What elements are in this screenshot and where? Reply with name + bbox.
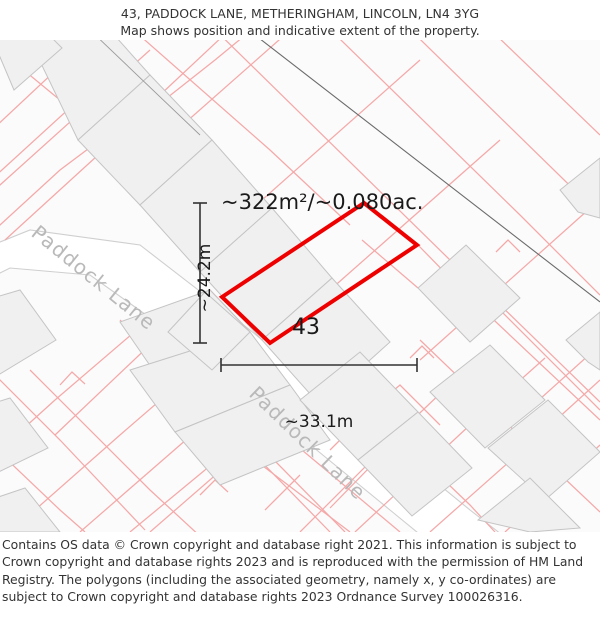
map-attribution-footer: Contains OS data © Crown copyright and d… (0, 532, 600, 625)
secondary-boundary (99, 40, 201, 136)
building-footprints (0, 40, 600, 532)
plot-number-label: 43 (292, 315, 320, 340)
area-label: ~322m²/~0.080ac. (221, 190, 424, 214)
property-boundary-polygon[interactable] (218, 200, 421, 346)
copyright-text: Contains OS data © Crown copyright and d… (2, 537, 584, 605)
dimension-lines (193, 202, 418, 372)
horizontal-dimension-label: ~33.1m (284, 412, 354, 432)
property-map[interactable]: Paddock Lane Paddock Lane ~322m²/~0.080a… (0, 40, 600, 532)
page-title: 43, PADDOCK LANE, METHERINGHAM, LINCOLN,… (120, 6, 480, 21)
dark-field-boundary (260, 40, 600, 303)
page-subtitle: Map shows position and indicative extent… (120, 23, 480, 38)
vertical-dimension-label: ~24.2m (195, 243, 215, 313)
map-canvas[interactable]: Paddock Lane Paddock Lane (0, 40, 600, 532)
page-header: 43, PADDOCK LANE, METHERINGHAM, LINCOLN,… (0, 0, 600, 39)
